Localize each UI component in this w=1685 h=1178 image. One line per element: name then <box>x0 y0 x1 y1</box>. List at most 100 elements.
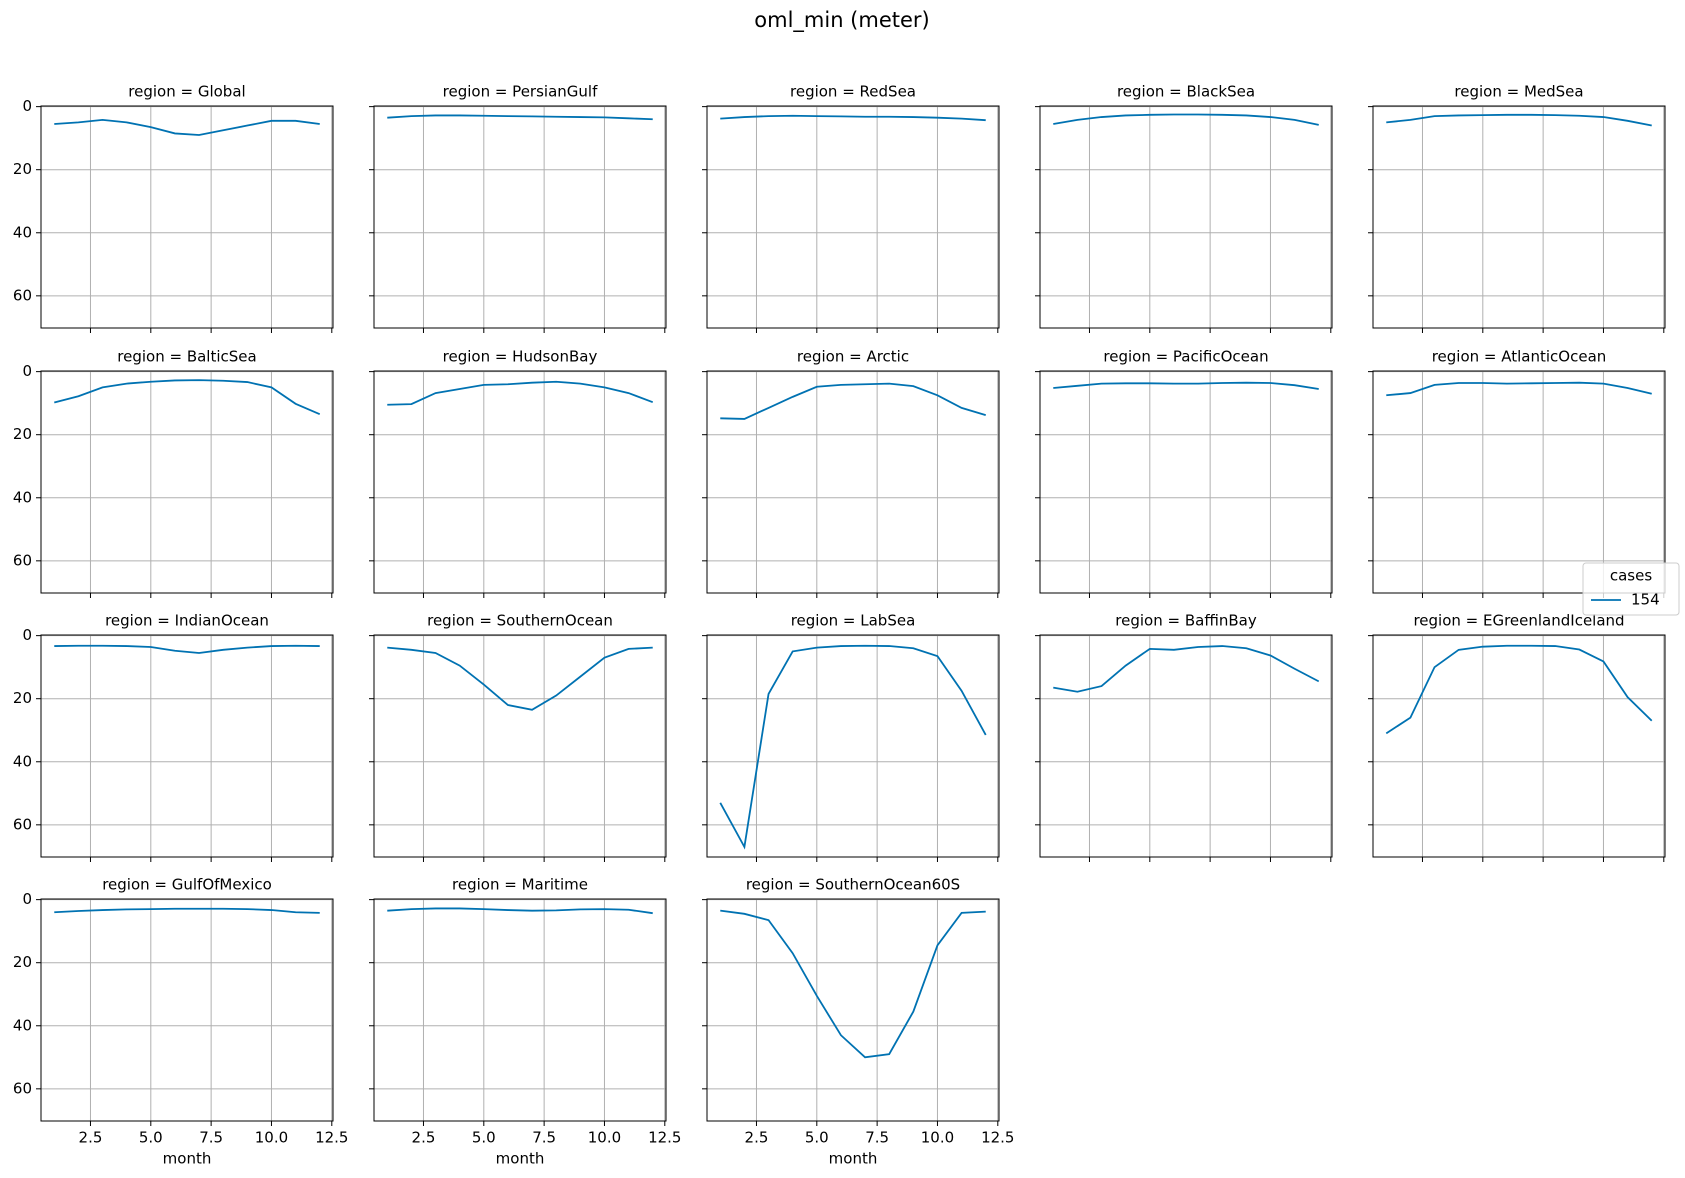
y-tick-label: 60 <box>13 815 32 833</box>
y-tick-label: 20 <box>13 953 32 971</box>
x-tick-label: 5.0 <box>805 1129 829 1147</box>
data-line <box>54 644 320 654</box>
axes-frame <box>40 105 334 329</box>
axes-frame <box>706 898 1000 1122</box>
facet: region = EGreenlandIceland <box>1368 612 1666 862</box>
y-tick-label: 0 <box>22 97 32 115</box>
facet-title: region = GulfOfMexico <box>102 876 272 894</box>
axes-frame <box>373 898 667 1122</box>
facet-title: region = PacificOcean <box>1103 348 1268 366</box>
axes-frame <box>40 634 334 858</box>
y-tick-label: 40 <box>13 752 32 770</box>
axes-frame <box>373 105 667 329</box>
facet-title: region = SouthernOcean <box>427 612 613 630</box>
axes-frame <box>1372 370 1666 594</box>
y-tick-label: 0 <box>22 890 32 908</box>
x-tick-label: 12.5 <box>648 1129 681 1147</box>
data-line <box>1053 113 1319 126</box>
x-axis-label: month <box>829 1150 878 1168</box>
x-tick-label: 10.0 <box>921 1129 954 1147</box>
facet-title: region = RedSea <box>790 83 916 101</box>
x-tick-label: 7.5 <box>865 1129 889 1147</box>
data-line <box>1386 381 1652 397</box>
axes-frame <box>1372 105 1666 329</box>
data-line <box>387 646 653 711</box>
data-line <box>1386 113 1652 127</box>
facet: region = IndianOcean 0 20 40 60 <box>13 612 334 862</box>
facet-title: region = BaffinBay <box>1115 612 1257 630</box>
y-tick-label: 0 <box>22 626 32 644</box>
y-tick-label: 0 <box>22 362 32 380</box>
legend: cases 154 <box>1582 562 1680 616</box>
facet-title: region = MedSea <box>1454 83 1583 101</box>
facet: region = BlackSea <box>1035 83 1333 333</box>
axes-frame <box>373 634 667 858</box>
x-tick-label: 2.5 <box>745 1129 769 1147</box>
facet: region = PacificOcean <box>1035 348 1333 598</box>
data-line <box>54 118 320 136</box>
facet-title: region = LabSea <box>791 612 916 630</box>
data-line <box>1385 644 1653 735</box>
x-tick-label: 7.5 <box>199 1129 223 1147</box>
x-tick-label: 2.5 <box>412 1129 436 1147</box>
axes-frame <box>40 370 334 594</box>
legend-box <box>1582 562 1680 616</box>
y-tick-label: 40 <box>13 1016 32 1034</box>
x-tick-label: 10.0 <box>255 1129 288 1147</box>
data-line <box>719 644 987 850</box>
facet: region = BaffinBay <box>1035 612 1333 862</box>
facet: region = AtlanticOcean <box>1368 348 1666 598</box>
axes-frame <box>1039 105 1333 329</box>
x-tick-label: 12.5 <box>315 1129 348 1147</box>
y-tick-label: 20 <box>13 160 32 178</box>
axes-frame <box>373 370 667 594</box>
x-axis-label: month <box>163 1150 212 1168</box>
facet: region = BalticSea 0 20 40 60 <box>13 348 334 598</box>
x-tick-label: 7.5 <box>532 1129 556 1147</box>
data-line <box>1053 645 1320 693</box>
y-tick-label: 60 <box>13 286 32 304</box>
facet: region = Maritime 2.5 5.0 7.5 10.0 12.5 month <box>369 876 681 1168</box>
facet: region = Arctic <box>702 348 1000 598</box>
axes-frame <box>1372 634 1666 858</box>
facet: region = RedSea <box>702 83 1000 333</box>
y-tick-label: 60 <box>13 551 32 569</box>
legend-label: 154 <box>1631 591 1660 609</box>
facet: region = PersianGulf <box>369 83 667 333</box>
facet-title: region = Global <box>128 83 245 101</box>
figure-title: oml_min (meter) <box>754 8 929 33</box>
data-line <box>387 907 653 915</box>
axes-frame <box>706 634 1000 858</box>
facet-title: region = PersianGulf <box>443 83 598 101</box>
x-tick-label: 10.0 <box>588 1129 621 1147</box>
data-line <box>387 114 653 121</box>
facet-title: region = SouthernOcean60S <box>746 876 960 894</box>
facet-title: region = EGreenlandIceland <box>1413 612 1624 630</box>
x-tick-label: 5.0 <box>139 1129 163 1147</box>
y-tick-label: 40 <box>13 488 32 506</box>
x-tick-label: 5.0 <box>472 1129 496 1147</box>
facet-title: region = BalticSea <box>117 348 256 366</box>
axes-frame <box>1039 634 1333 858</box>
data-line <box>387 380 654 406</box>
axes-frame <box>1039 370 1333 594</box>
legend-title: cases <box>1610 567 1652 585</box>
x-axis-label: month <box>496 1150 545 1168</box>
facet: region = SouthernOcean60S 2.5 5.0 7.5 10.0 12… <box>702 876 1014 1168</box>
facet: region = HudsonBay <box>369 348 667 598</box>
facet-title: region = BlackSea <box>1117 83 1255 101</box>
y-tick-label: 60 <box>13 1079 32 1097</box>
facet-title: region = IndianOcean <box>105 612 269 630</box>
facet: region = MedSea <box>1368 83 1666 333</box>
facet-title: region = Arctic <box>797 348 909 366</box>
facet-title: region = Maritime <box>452 876 588 894</box>
y-tick-label: 40 <box>13 223 32 241</box>
y-tick-label: 20 <box>13 425 32 443</box>
facet: region = GulfOfMexico 2.5 5.0 7.5 10.0 12.5 0 2… <box>13 876 349 1168</box>
axes-frame <box>706 370 1000 594</box>
data-line <box>54 379 321 416</box>
x-tick-label: 12.5 <box>981 1129 1014 1147</box>
data-line <box>720 382 986 420</box>
facet: region = SouthernOcean <box>369 612 667 862</box>
